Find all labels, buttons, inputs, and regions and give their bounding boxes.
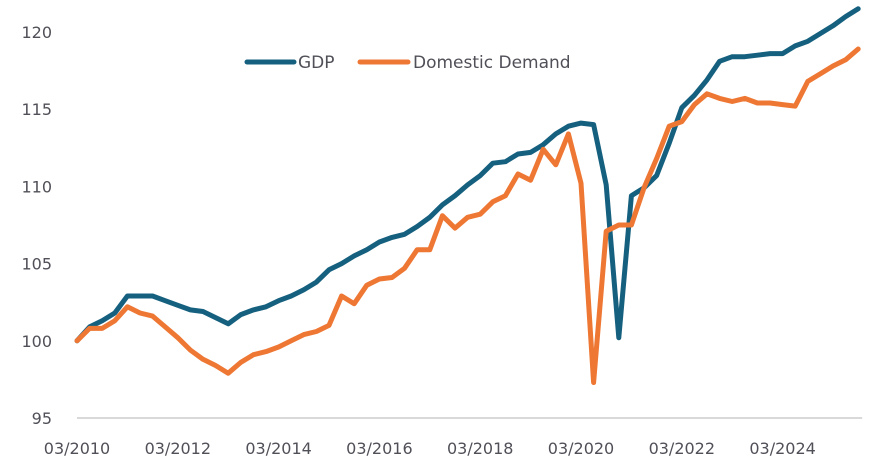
x-tick-labels: 03/2010 03/2012 03/2014 03/2016 03/2018 03/20…: [44, 439, 816, 458]
y-tick-label: 105: [21, 255, 52, 274]
x-tick-label: 03/2020: [548, 439, 614, 458]
series-line-domestic-demand: [74, 46, 861, 385]
x-tick-label: 03/2022: [649, 439, 715, 458]
x-tick-label: 03/2010: [44, 439, 110, 458]
legend: GDP Domestic Demand: [244, 53, 571, 73]
y-tick-label: 95: [32, 409, 52, 428]
series-lines: [74, 6, 861, 385]
x-tick-label: 03/2012: [145, 439, 211, 458]
y-tick-label: 100: [21, 332, 52, 351]
y-tick-label: 115: [21, 100, 52, 119]
y-tick-label: 120: [21, 23, 52, 42]
series-line-gdp: [74, 6, 861, 344]
legend-item-gdp: GDP: [244, 53, 335, 73]
legend-label-domestic-demand: Domestic Demand: [413, 53, 571, 73]
x-tick-label: 03/2016: [346, 439, 412, 458]
legend-item-domestic-demand: Domestic Demand: [357, 53, 571, 73]
y-tick-labels: 95 100 105 110 115 120: [21, 23, 52, 428]
legend-label-gdp: GDP: [298, 53, 335, 73]
y-tick-label: 110: [21, 177, 52, 196]
x-tick-label: 03/2024: [749, 439, 815, 458]
x-tick-label: 03/2018: [447, 439, 513, 458]
x-tick-label: 03/2014: [245, 439, 311, 458]
